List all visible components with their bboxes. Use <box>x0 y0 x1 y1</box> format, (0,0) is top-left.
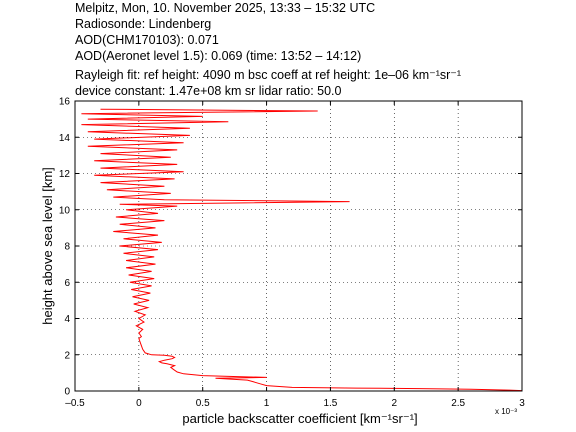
y-tick-label: 12 <box>59 169 71 180</box>
x-tick-label: 0 <box>136 398 142 409</box>
y-tick-label: 2 <box>64 350 70 361</box>
header-line-5: Rayleigh fit: ref height: 4090 m bsc coe… <box>75 68 462 82</box>
backscatter-profile-line <box>81 108 523 392</box>
y-tick-label: 16 <box>59 97 71 108</box>
y-tick-label: 10 <box>59 205 71 216</box>
header-line-6: device constant: 1.47e+08 km sr lidar ra… <box>75 84 342 98</box>
header-line-1: Melpitz, Mon, 10. November 2025, 13:33 –… <box>75 1 376 15</box>
x-tick-label: 0.5 <box>196 398 210 409</box>
header-line-2: Radiosonde: Lindenberg <box>75 17 212 31</box>
y-tick-label: 0 <box>64 387 70 398</box>
x-tick-label: 2.5 <box>451 398 465 409</box>
y-tick-label: 8 <box>64 242 70 253</box>
grid-layer <box>75 101 522 391</box>
y-axis-title: height above sea level [km] <box>40 167 55 325</box>
header-line-3: AOD(CHM170103): 0.071 <box>75 33 219 47</box>
y-tick-label: 6 <box>64 278 70 289</box>
x-tick-label: 2 <box>392 398 398 409</box>
y-tick-label: 4 <box>64 314 70 325</box>
y-tick-label: 14 <box>59 133 71 144</box>
header-line-4: AOD(Aeronet level 1.5): 0.069 (time: 13:… <box>75 49 362 63</box>
x-tick-label: 1 <box>264 398 270 409</box>
x-tick-label: –0.5 <box>65 398 85 409</box>
x-tick-label: 3 <box>519 398 525 409</box>
x-tick-label: 1.5 <box>323 398 337 409</box>
x-axis-title: particle backscatter coefficient [km⁻¹sr… <box>182 411 417 426</box>
x-scale-label: x 10⁻³ <box>495 407 517 416</box>
